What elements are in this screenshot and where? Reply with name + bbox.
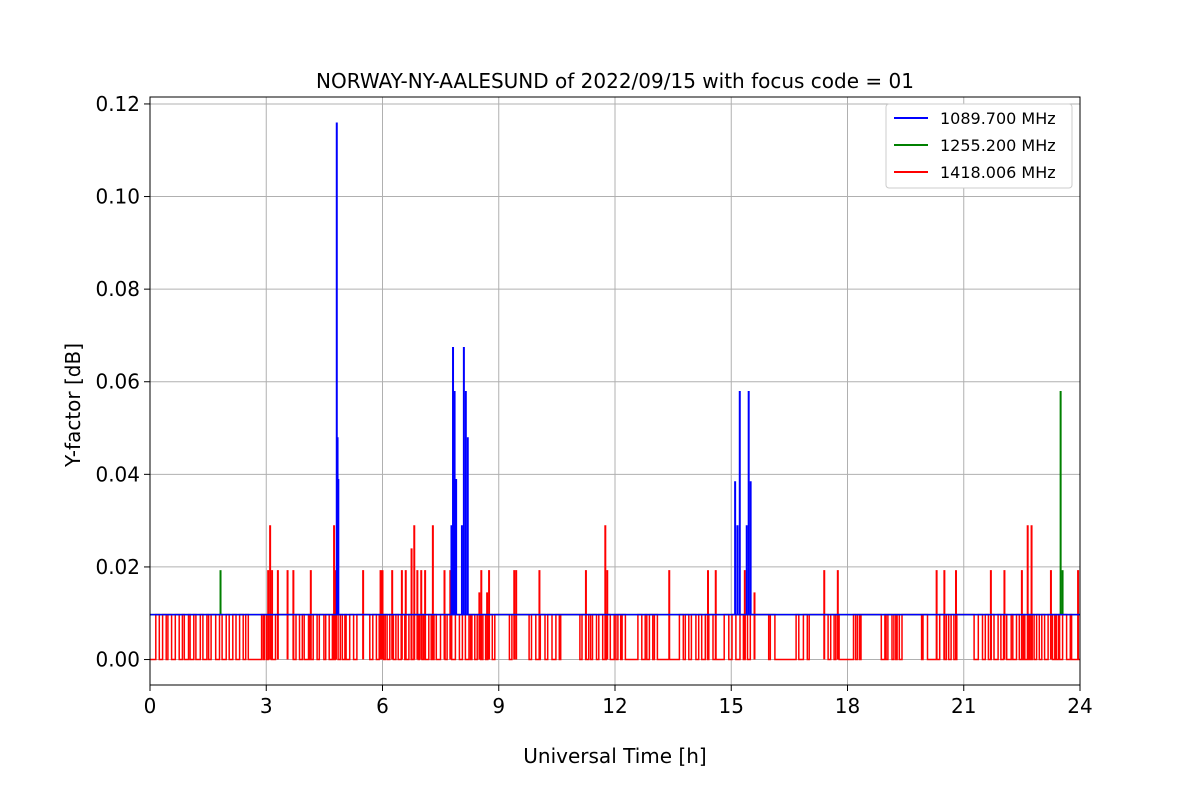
plot-area-data [150,122,1080,661]
y-axis: 0.00 0.02 0.04 0.06 0.08 0.10 0.12 [95,92,150,672]
legend-label: 1255.200 MHz [940,136,1056,155]
y-tick-label: 0.00 [95,648,140,672]
legend: 1089.700 MHz 1255.200 MHz 1418.006 MHz [885,103,1073,189]
y-axis-label: Y-factor [dB] [61,343,85,468]
legend-label: 1089.700 MHz [940,109,1056,128]
y-tick-label: 0.12 [95,92,140,116]
x-tick-label: 6 [376,694,389,718]
x-tick-label: 12 [602,694,627,718]
legend-box [885,103,1073,189]
x-tick-label: 24 [1067,694,1092,718]
x-tick-label: 3 [260,694,273,718]
legend-label: 1418.006 MHz [940,163,1056,182]
y-tick-label: 0.10 [95,185,140,209]
x-tick-label: 15 [719,694,744,718]
y-tick-label: 0.08 [95,277,140,301]
y-tick-label: 0.06 [95,370,140,394]
x-axis: 0 3 6 9 12 15 18 21 24 [144,685,1093,718]
chart-title: NORWAY-NY-AALESUND of 2022/09/15 with fo… [316,69,914,93]
y-tick-label: 0.04 [95,462,140,486]
series-1089-mhz [150,122,1080,616]
x-tick-label: 0 [144,694,157,718]
x-tick-label: 21 [951,694,976,718]
x-axis-label: Universal Time [h] [523,744,706,768]
y-tick-label: 0.02 [95,555,140,579]
x-tick-label: 9 [492,694,505,718]
x-tick-label: 18 [835,694,860,718]
